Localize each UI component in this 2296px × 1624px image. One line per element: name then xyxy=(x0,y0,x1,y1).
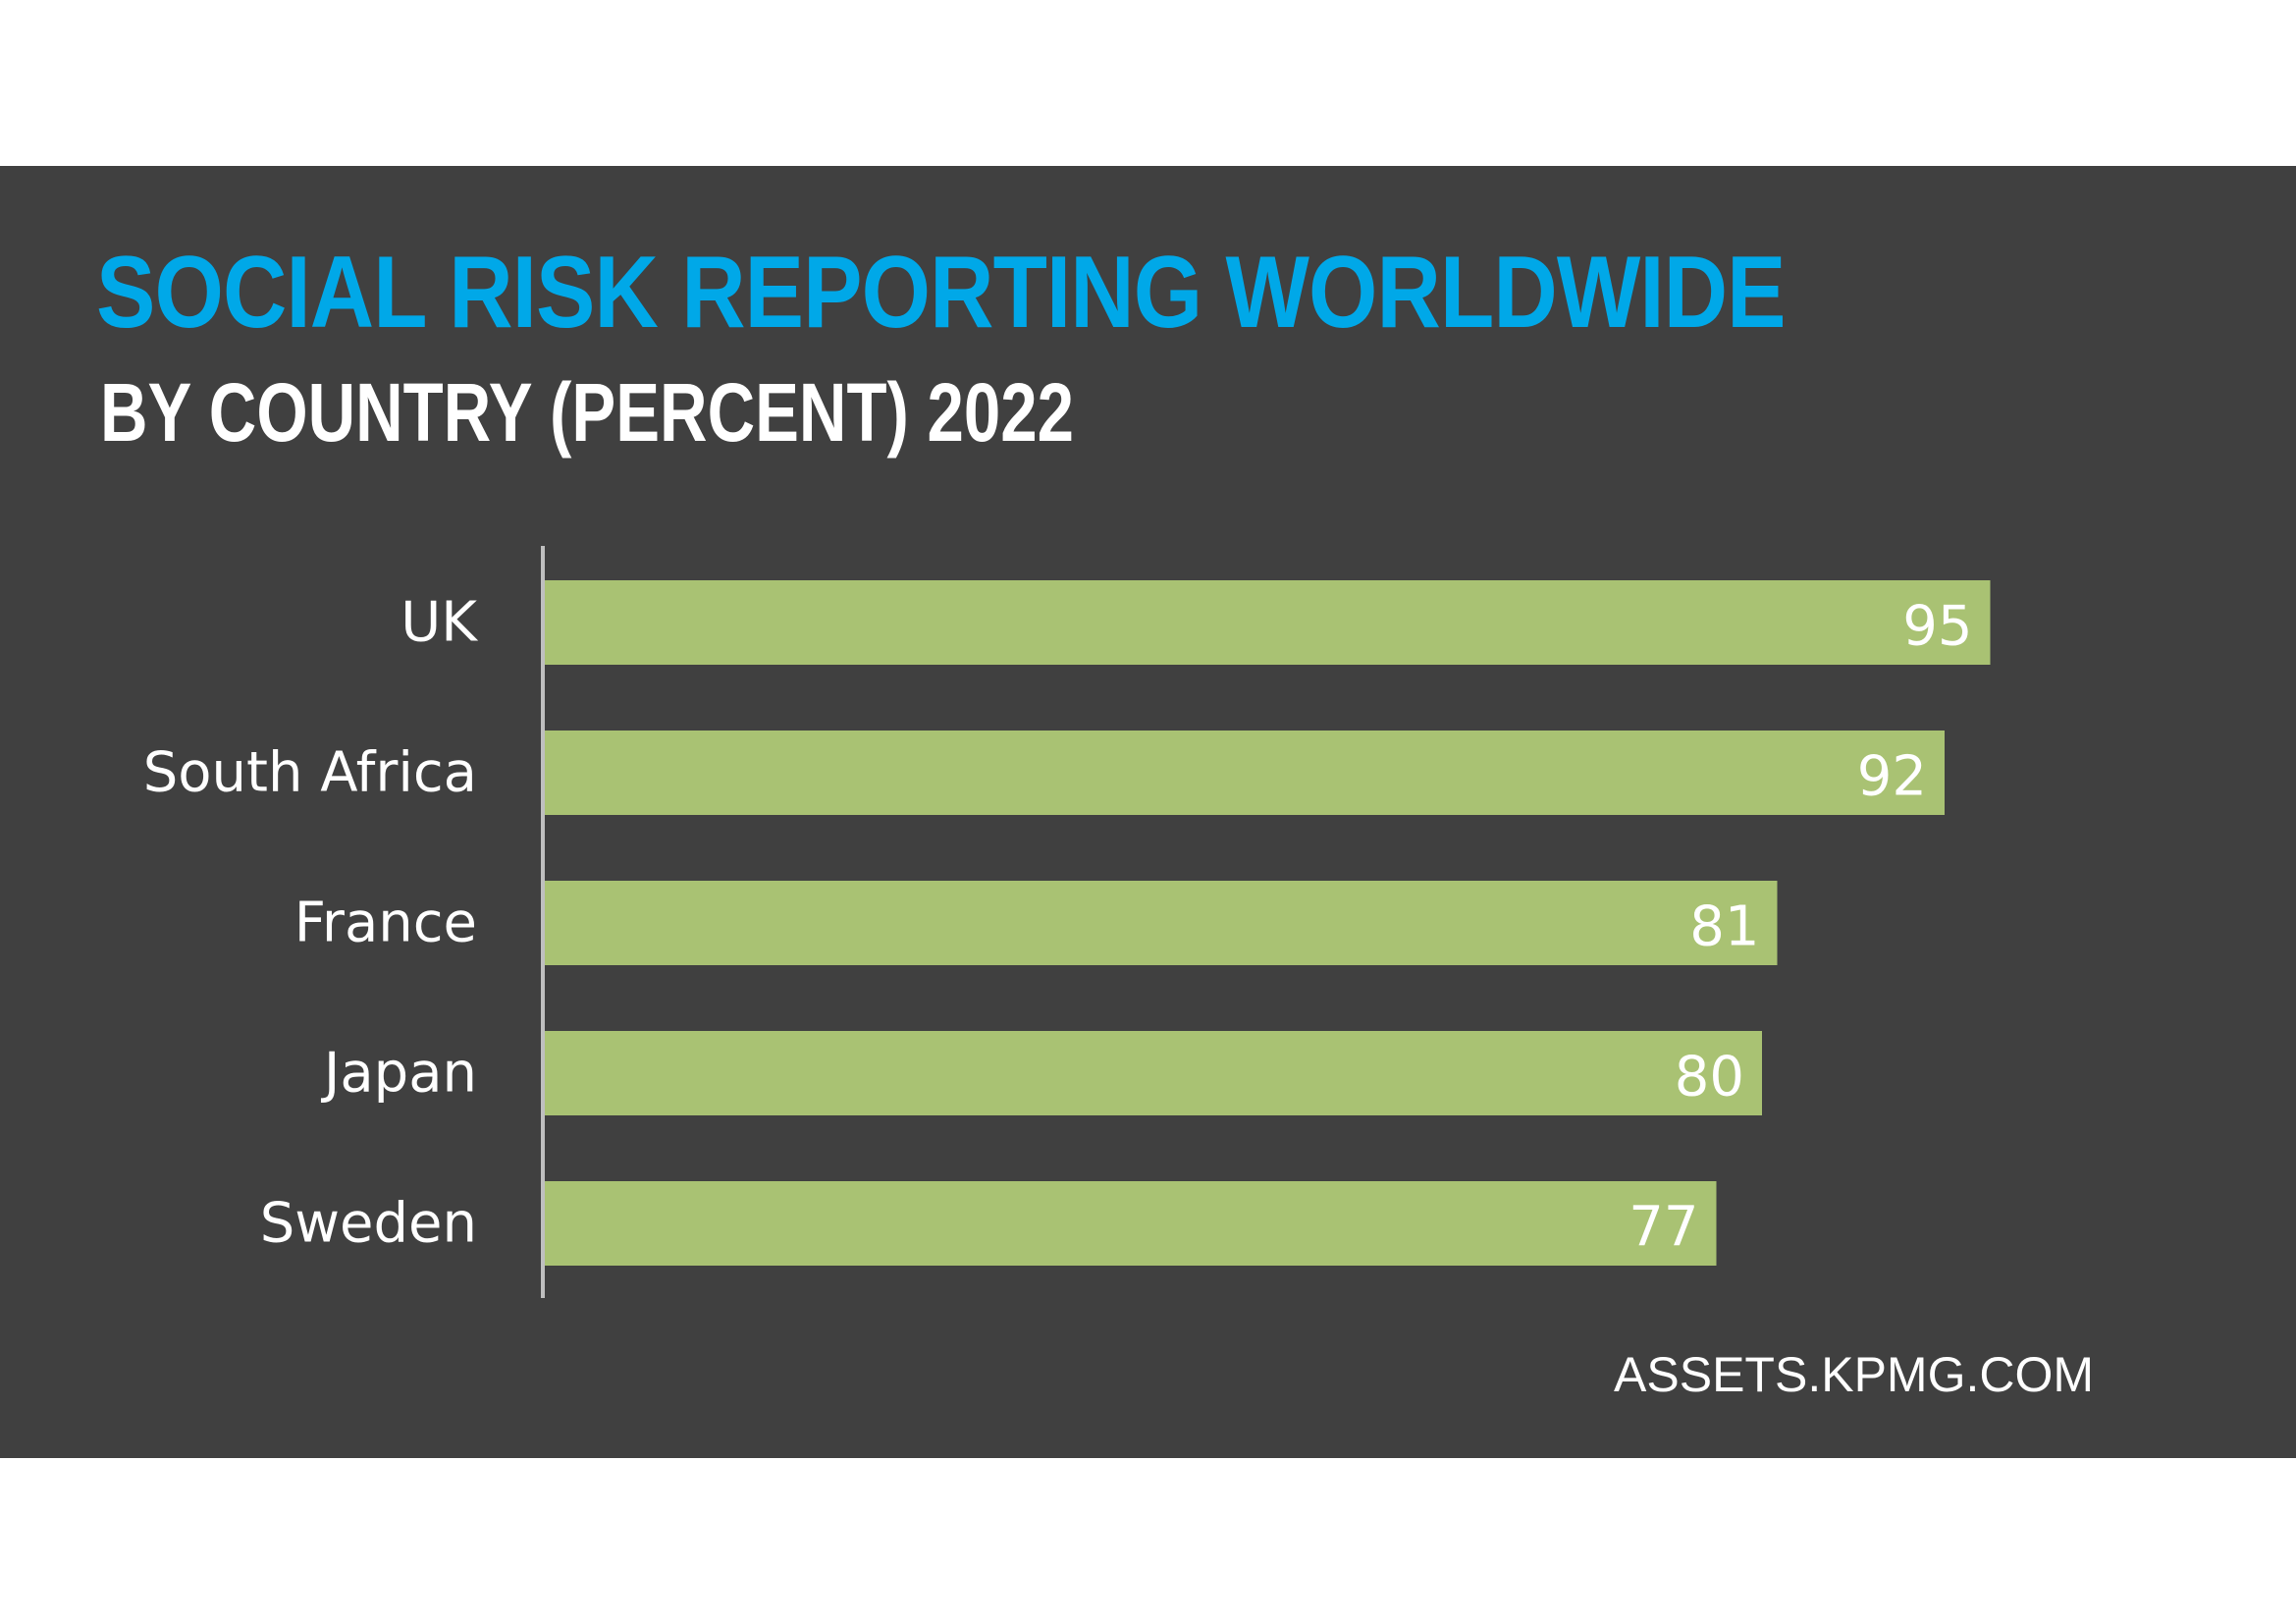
category-label-japan: Japan xyxy=(321,1042,477,1106)
category-label-uk: UK xyxy=(400,591,478,655)
bar-sweden xyxy=(545,1181,1717,1266)
bar-uk xyxy=(545,580,1991,665)
value-label-sweden: 77 xyxy=(1629,1196,1698,1260)
value-label-south-africa: 92 xyxy=(1857,745,1927,809)
value-label-france: 81 xyxy=(1689,895,1759,959)
chart-subtitle: BY COUNTRY (PERCENT) 2022 xyxy=(100,366,1075,459)
source-credit: ASSETS.KPMG.COM xyxy=(1614,1347,2094,1402)
category-label-france: France xyxy=(294,892,477,955)
value-label-uk: 95 xyxy=(1902,595,1972,659)
bar-japan xyxy=(545,1031,1762,1115)
category-label-south-africa: South Africa xyxy=(143,741,477,805)
bar-france xyxy=(545,881,1778,965)
value-label-japan: 80 xyxy=(1675,1046,1744,1110)
category-label-sweden: Sweden xyxy=(260,1192,477,1256)
bar-south-africa xyxy=(545,731,1945,815)
chart-title: SOCIAL RISK REPORTING WORLDWIDE xyxy=(96,236,1787,350)
